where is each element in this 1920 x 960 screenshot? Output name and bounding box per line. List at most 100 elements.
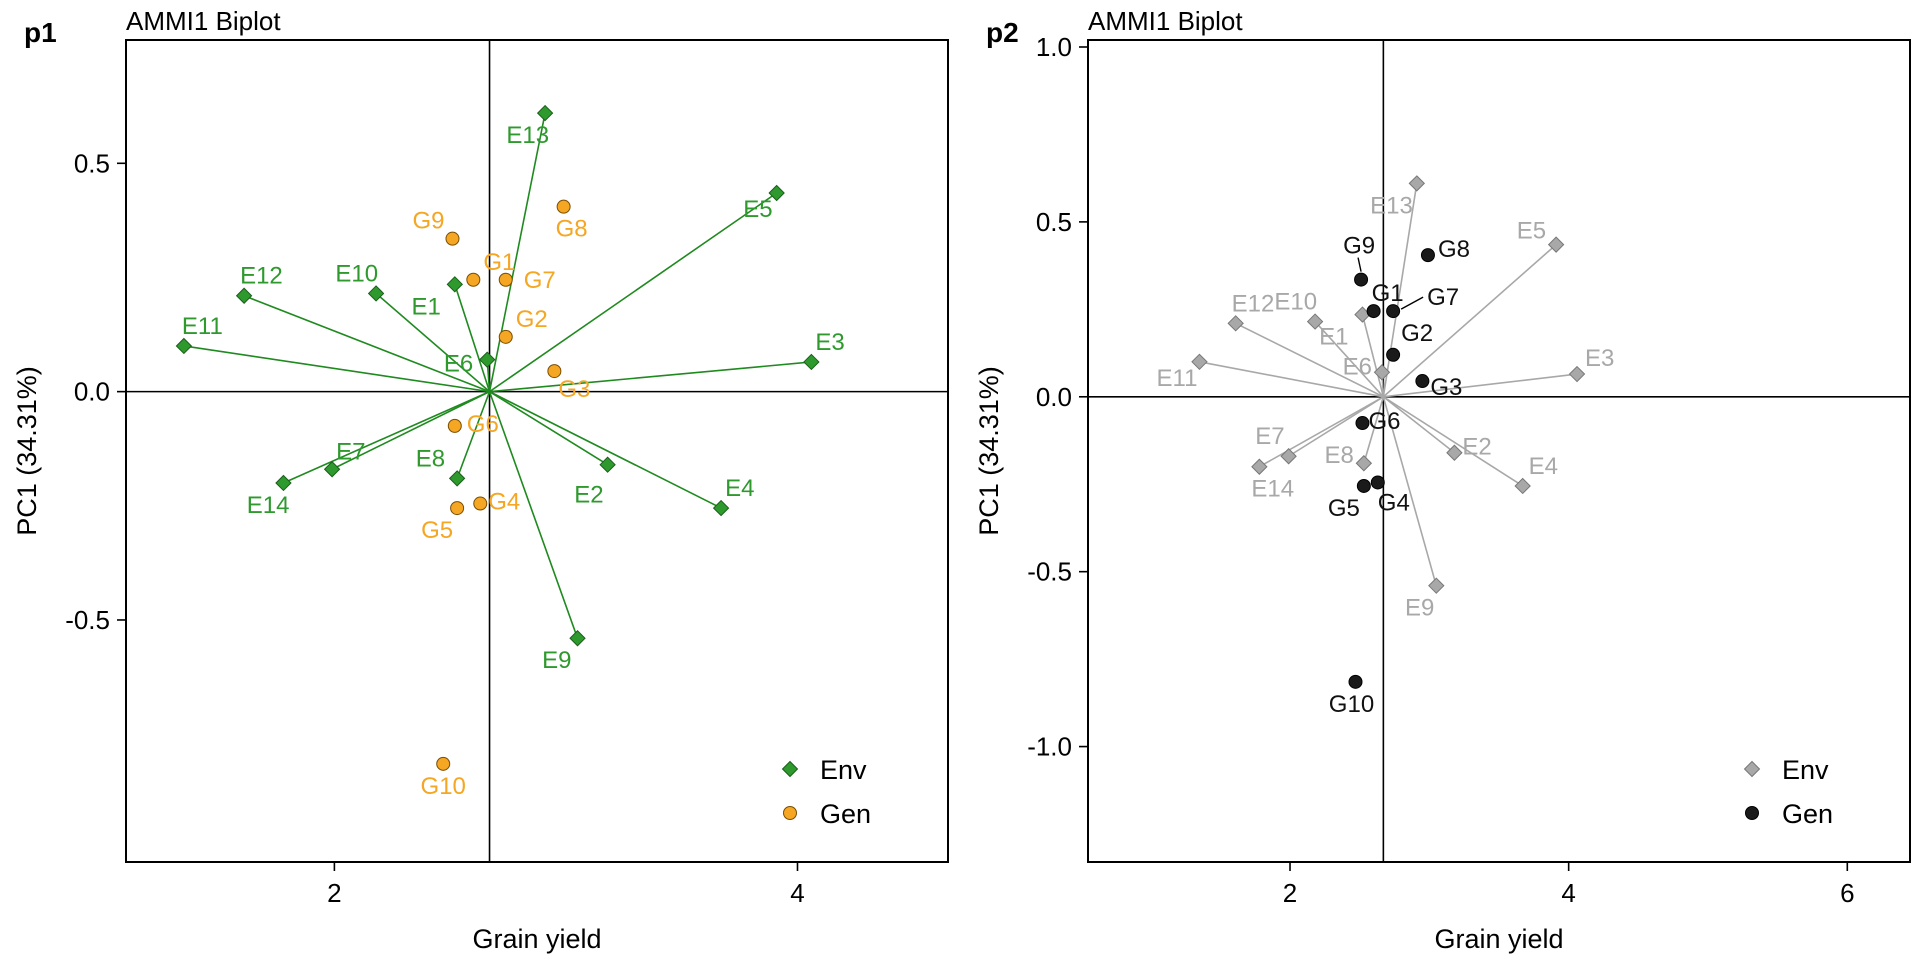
legend-env-marker [781,760,799,778]
legend-gen-label: Gen [820,799,871,829]
panel-p1: p1 AMMI1 Biplot Grain yield PC1 (34.31%) 2 4 -… [12,6,949,954]
gen-label: G3 [1430,374,1462,401]
gen-label: G1 [1372,280,1404,307]
env-label: E10 [1274,289,1317,316]
legend-gen-label: Gen [1782,799,1833,829]
env-point-e8 [448,470,466,487]
gen-label: G4 [1378,489,1410,516]
gen-point-g9 [445,231,460,246]
env-point-e1 [446,276,464,293]
gen-point-g7 [498,272,513,287]
gen-point-g6 [447,418,462,433]
gen-label: G2 [1401,320,1433,347]
env-label: E1 [411,293,440,320]
gen-point-g8 [556,199,571,214]
env-point-e4 [712,499,730,517]
env-point-e10 [367,285,385,302]
env-label: E7 [336,438,365,465]
env-vector-e2 [1382,396,1455,454]
gen-point-g6 [1355,416,1370,431]
env-vector-e14 [1258,396,1384,468]
panel-p2: p2 AMMI1 Biplot Grain yield PC1 (34.31%) 2 4 6… [974,6,1911,954]
gen-label: G6 [1368,408,1400,435]
chart-title: AMMI1 Biplot [1088,6,1243,36]
gen-label: G5 [1328,495,1360,522]
env-point-e14 [275,474,292,492]
env-point-e2 [1446,444,1463,461]
y-tick-label: 0.0 [1036,382,1072,412]
y-tick-label: 0.5 [74,148,110,178]
leader-line-g7 [1400,296,1424,310]
env-label: E5 [1517,218,1546,245]
gen-label: G4 [488,489,520,516]
env-point-e13 [536,104,554,122]
env-label: E14 [247,492,290,519]
y-axis-label: PC1 (34.31%) [12,366,42,536]
env-vector-e12 [1235,322,1384,398]
env-label: E8 [416,445,445,472]
gen-point-g1 [466,272,481,287]
env-vector-e13 [488,112,546,392]
env-label: E3 [815,329,844,356]
gen-point-g5 [450,501,465,516]
gen-label: G7 [524,267,556,294]
env-vector-e11 [183,345,490,393]
gen-point-g4 [473,496,488,511]
env-vector-e12 [243,294,490,393]
env-vector-e1 [454,284,491,392]
env-vector-e9 [1382,396,1438,586]
env-point-e12 [1227,315,1244,332]
gen-label: G5 [421,517,453,544]
gen-label: G9 [1343,233,1375,260]
env-vector-e5 [489,192,778,393]
gen-point-g2 [498,329,513,344]
env-vector-e9 [488,391,579,639]
env-point-e12 [235,287,253,304]
y-tick-label: 0.0 [74,377,110,407]
env-vector-e14 [283,390,490,484]
y-axis-label: PC1 (34.31%) [974,366,1004,536]
env-point-e2 [599,456,616,473]
env-vector-e8 [1363,396,1385,464]
env-vector-e8 [456,391,491,479]
gen-point-g3 [1415,374,1430,389]
env-label: E1 [1319,324,1348,351]
env-vector-e10 [375,292,491,393]
env-vector-e4 [1382,396,1524,487]
gen-label: G10 [1329,691,1374,718]
env-point-e11 [175,337,193,355]
y-tick-label: 1.0 [1036,32,1072,62]
y-tick-label: -0.5 [1027,557,1072,587]
env-vector-e3 [1383,373,1578,398]
legend-gen-marker [783,806,797,820]
gen-point-g8 [1420,248,1435,263]
x-axis-label: Grain yield [472,924,601,954]
gen-point-g3 [547,364,562,379]
env-label: E13 [506,122,549,149]
gen-point-g1 [1366,304,1381,319]
gen-point-g10 [436,756,451,771]
env-label: E12 [240,263,283,290]
gen-label: G6 [467,411,499,438]
env-vector-e1 [1361,314,1385,397]
leader-line-g9 [1357,257,1362,272]
gen-label: G7 [1427,284,1459,311]
y-tick-label: 0.5 [1036,207,1072,237]
env-label: E10 [335,260,378,287]
x-tick-label: 2 [327,878,341,908]
env-vector-e10 [1314,321,1384,398]
env-label: E6 [1343,353,1372,380]
env-point-e13 [1408,175,1426,192]
panel-tag: p2 [986,17,1019,48]
gen-label: G8 [556,216,588,243]
env-vector-e7 [331,390,490,470]
env-point-e6 [1373,364,1391,381]
legend-env-marker [1743,760,1761,778]
env-label: E3 [1585,345,1614,372]
env-vector-e13 [1382,183,1418,397]
x-tick-label: 6 [1840,878,1854,908]
x-axis-label: Grain yield [1434,924,1563,954]
plot-frame [125,39,949,863]
env-vector-e7 [1288,396,1384,457]
